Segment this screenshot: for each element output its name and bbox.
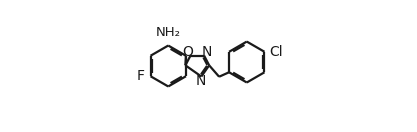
- Text: F: F: [137, 69, 145, 83]
- Text: O: O: [182, 45, 193, 59]
- Text: N: N: [196, 74, 206, 88]
- Text: Cl: Cl: [269, 45, 283, 59]
- Text: NH₂: NH₂: [156, 26, 181, 39]
- Text: N: N: [202, 45, 212, 59]
